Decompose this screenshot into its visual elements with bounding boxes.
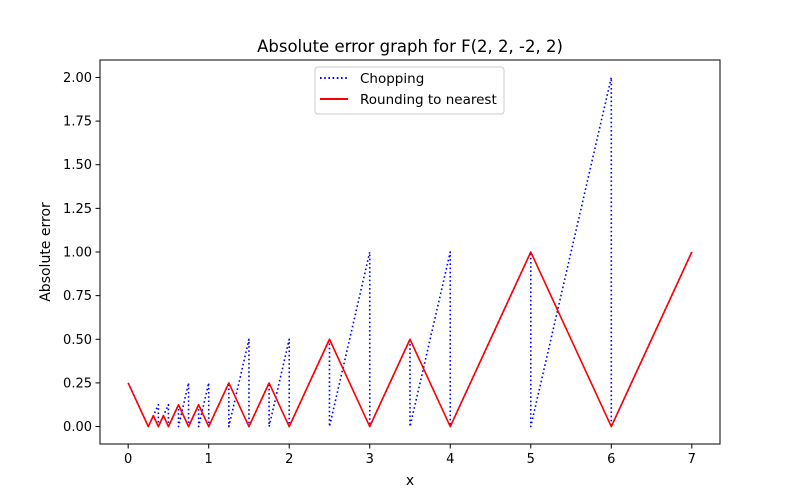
plot-area [100,60,720,444]
y-tick-label: 1.75 [63,115,92,130]
y-tick-label: 1.25 [63,202,92,217]
y-tick-label: 1.00 [63,246,92,261]
legend: Chopping Rounding to nearest [314,66,505,115]
x-tick-label: 2 [285,452,293,467]
y-tick-label: 2.00 [63,71,92,86]
x-tick-label: 5 [527,452,535,467]
legend-label-chopping: Chopping [360,71,424,87]
y-tick-label: 1.50 [63,158,92,173]
series-line-rounding-to-nearest [127,251,693,428]
y-tick-label: 0.00 [63,420,92,435]
x-tick-label: 4 [446,452,454,467]
ticks-layer: 0 1 2 3 4 5 6 7 0.00 0.25 0.50 0.75 1.00 1.25 1.50 1.75… [63,71,696,467]
plot-frame [99,59,721,445]
x-axis-label: x [406,473,414,489]
x-tick-label: 0 [124,452,132,467]
x-tick-label: 1 [205,452,213,467]
x-tick-label: 3 [366,452,374,467]
series-layer [127,76,693,428]
y-tick-label: 0.75 [63,289,92,304]
x-tick-label: 7 [688,452,696,467]
legend-label-rounding: Rounding to nearest [360,92,497,108]
chart-title: Absolute error graph for F(2, 2, -2, 2) [257,37,563,56]
x-tick-label: 6 [607,452,615,467]
y-tick-label: 0.50 [63,333,92,348]
y-tick-label: 0.25 [63,376,92,391]
y-axis-label: Absolute error [38,202,54,302]
legend-box [314,66,505,115]
